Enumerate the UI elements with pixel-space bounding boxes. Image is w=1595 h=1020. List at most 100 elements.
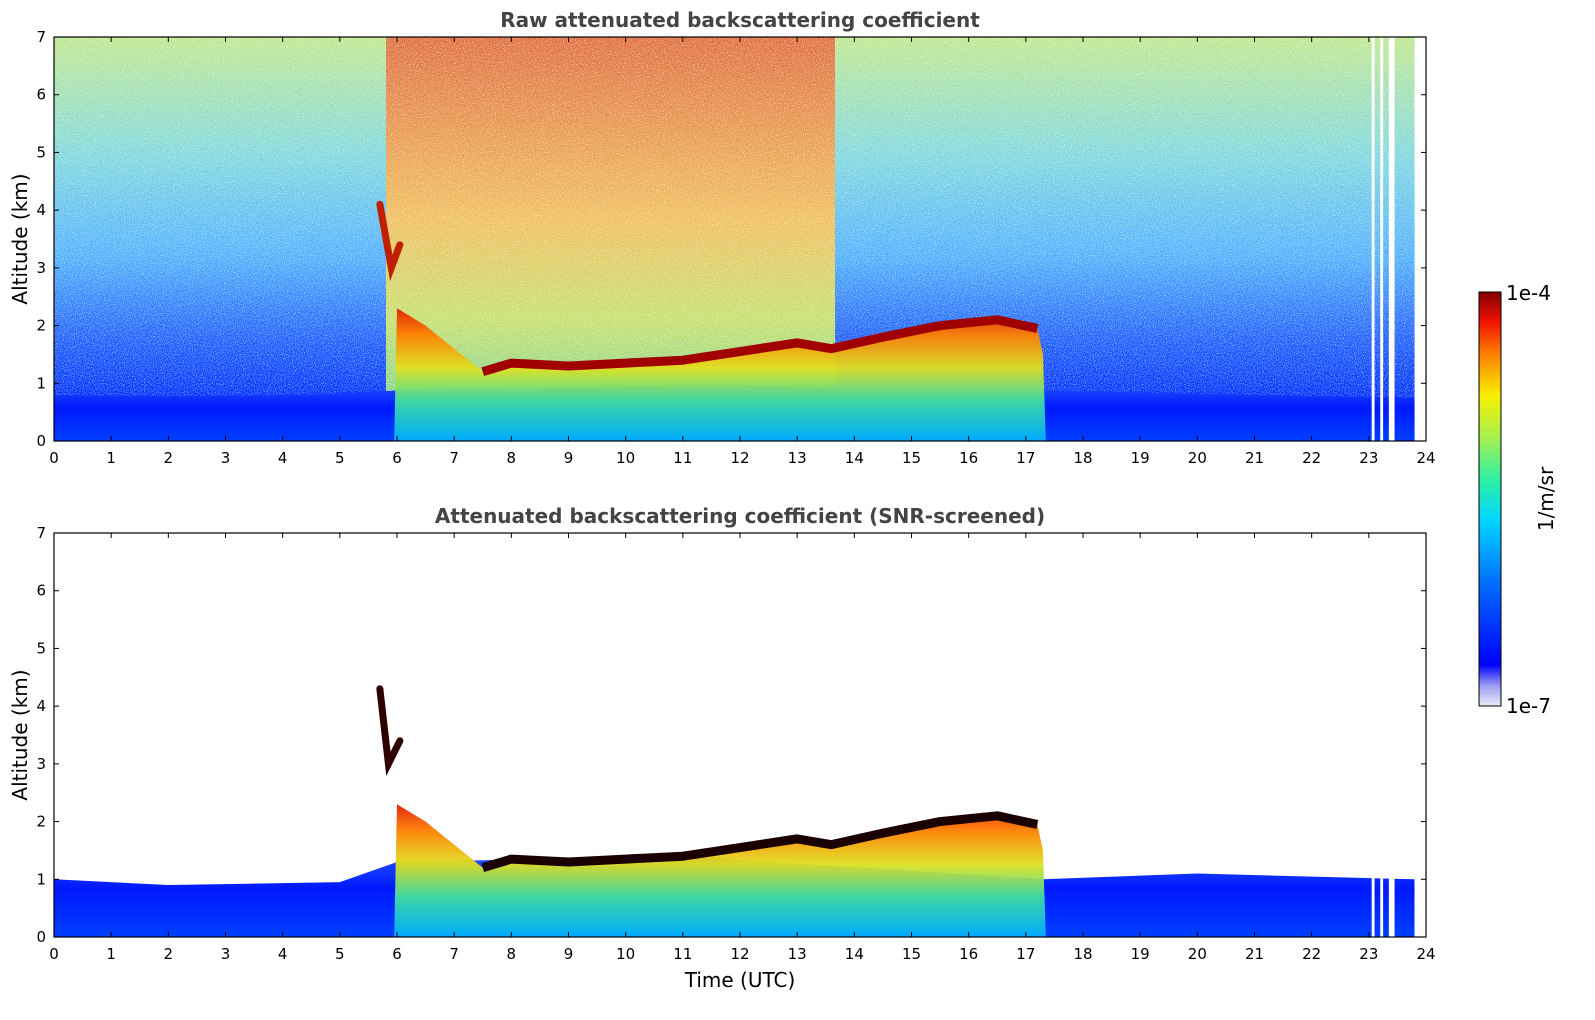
y-tick-label: 5	[36, 143, 46, 161]
x-tick-label: 23	[1359, 449, 1378, 467]
x-tick-label: 17	[1016, 449, 1035, 467]
x-tick-label: 7	[449, 449, 459, 467]
y-tick-label: 6	[36, 582, 46, 600]
x-tick-label: 13	[788, 449, 807, 467]
y-tick-label: 7	[36, 524, 46, 542]
x-tick-label: 19	[1131, 945, 1150, 963]
y-tick-label: 3	[36, 259, 46, 277]
y-tick-label: 4	[36, 201, 46, 219]
x-tick-label: 18	[1073, 449, 1092, 467]
y-tick-label: 4	[36, 697, 46, 715]
x-tick-label: 19	[1131, 449, 1150, 467]
colorbar-unit-label: 1/m/sr	[1534, 466, 1558, 531]
x-tick-label: 16	[959, 945, 978, 963]
x-tick-label: 11	[673, 449, 692, 467]
screened-data-gaps	[1371, 533, 1426, 937]
y-tick-label: 2	[36, 317, 46, 335]
x-tick-label: 24	[1416, 449, 1435, 467]
data-gap-strip	[1414, 37, 1426, 441]
y-tick-label: 1	[36, 374, 46, 392]
x-tick-label: 4	[278, 945, 288, 963]
raw-x-axis: 0 1 2 3 4 5 6 7 8 9 10 11 12 13 14 15 16 17 18 19 20 21 22 23 24	[49, 37, 1436, 467]
raw-backscatter-panel: Raw attenuated backscattering coefficien…	[8, 8, 1436, 467]
screened-heatmap-image	[54, 533, 1426, 937]
y-tick-label: 3	[36, 755, 46, 773]
x-tick-label: 5	[335, 945, 345, 963]
y-tick-label: 0	[36, 432, 46, 450]
x-tick-label: 18	[1073, 945, 1092, 963]
y-tick-label: 5	[36, 639, 46, 657]
raw-panel-title: Raw attenuated backscattering coefficien…	[500, 8, 980, 32]
x-tick-label: 4	[278, 449, 288, 467]
x-tick-label: 17	[1016, 945, 1035, 963]
colorbar-max-label: 1e-4	[1506, 281, 1551, 305]
x-tick-label: 14	[845, 945, 864, 963]
screened-elevated-layer	[376, 685, 404, 777]
x-tick-label: 1	[106, 945, 116, 963]
x-tick-label: 5	[335, 449, 345, 467]
x-tick-label: 10	[616, 449, 635, 467]
y-tick-label: 7	[36, 28, 46, 46]
raw-elevated-layer	[376, 200, 404, 282]
x-tick-label: 9	[564, 945, 574, 963]
x-tick-label: 22	[1302, 945, 1321, 963]
y-tick-label: 0	[36, 928, 46, 946]
screened-panel-title: Attenuated backscattering coefficient (S…	[435, 504, 1045, 528]
raw-data-gaps	[1371, 37, 1426, 441]
screened-cloud-layer	[481, 811, 1039, 873]
x-tick-label: 2	[164, 945, 174, 963]
data-gap-strip	[1380, 533, 1384, 937]
screened-y-axis-label: Altitude (km)	[8, 669, 32, 800]
screened-x-axis: 0 1 2 3 4 5 6 7 8 9 10 11 12 13 14 15 16 17 18 19 20 21 22 23 24	[49, 533, 1436, 963]
x-tick-label: 20	[1188, 945, 1207, 963]
x-tick-label: 0	[49, 449, 59, 467]
screened-backscatter-panel: Attenuated backscattering coefficient (S…	[8, 504, 1436, 992]
x-tick-label: 10	[616, 945, 635, 963]
x-tick-label: 20	[1188, 449, 1207, 467]
data-gap-strip	[1380, 37, 1384, 441]
x-tick-label: 14	[845, 449, 864, 467]
x-tick-label: 23	[1359, 945, 1378, 963]
x-tick-label: 11	[673, 945, 692, 963]
x-tick-label: 8	[507, 945, 517, 963]
x-tick-label: 15	[902, 449, 921, 467]
x-tick-label: 16	[959, 449, 978, 467]
x-tick-label: 7	[449, 945, 459, 963]
data-gap-strip	[1388, 37, 1395, 441]
raw-y-axis: 0 1 2 3 4 5 6 7	[36, 28, 1426, 450]
data-gap-strip	[1371, 37, 1375, 441]
data-gap-strip	[1414, 533, 1426, 937]
x-tick-label: 6	[392, 945, 402, 963]
x-tick-label: 12	[730, 945, 749, 963]
data-gap-strip	[1371, 533, 1375, 937]
y-tick-label: 2	[36, 813, 46, 831]
colorbar: 1e-4 1e-7 1/m/sr	[1478, 281, 1558, 718]
x-tick-label: 0	[49, 945, 59, 963]
x-tick-label: 24	[1416, 945, 1435, 963]
x-tick-label: 9	[564, 449, 574, 467]
x-tick-label: 13	[788, 945, 807, 963]
x-tick-label: 12	[730, 449, 749, 467]
x-tick-label: 3	[221, 945, 231, 963]
y-tick-label: 6	[36, 86, 46, 104]
colorbar-gradient	[1479, 292, 1501, 706]
colorbar-min-label: 1e-7	[1506, 694, 1551, 718]
raw-y-axis-label: Altitude (km)	[8, 173, 32, 304]
x-axis-label: Time (UTC)	[684, 968, 796, 992]
x-tick-label: 15	[902, 945, 921, 963]
x-tick-label: 3	[221, 449, 231, 467]
x-tick-label: 1	[106, 449, 116, 467]
x-tick-label: 2	[164, 449, 174, 467]
colorbar-frame	[1478, 291, 1502, 707]
x-tick-label: 21	[1245, 449, 1264, 467]
raw-cloud-layer	[481, 315, 1039, 377]
x-tick-label: 22	[1302, 449, 1321, 467]
x-tick-label: 8	[507, 449, 517, 467]
screened-y-axis: 0 1 2 3 4 5 6 7	[36, 524, 1426, 946]
x-tick-label: 21	[1245, 945, 1264, 963]
raw-heatmap-image	[54, 37, 1426, 441]
data-gap-strip	[1388, 533, 1395, 937]
y-tick-label: 1	[36, 870, 46, 888]
x-tick-label: 6	[392, 449, 402, 467]
